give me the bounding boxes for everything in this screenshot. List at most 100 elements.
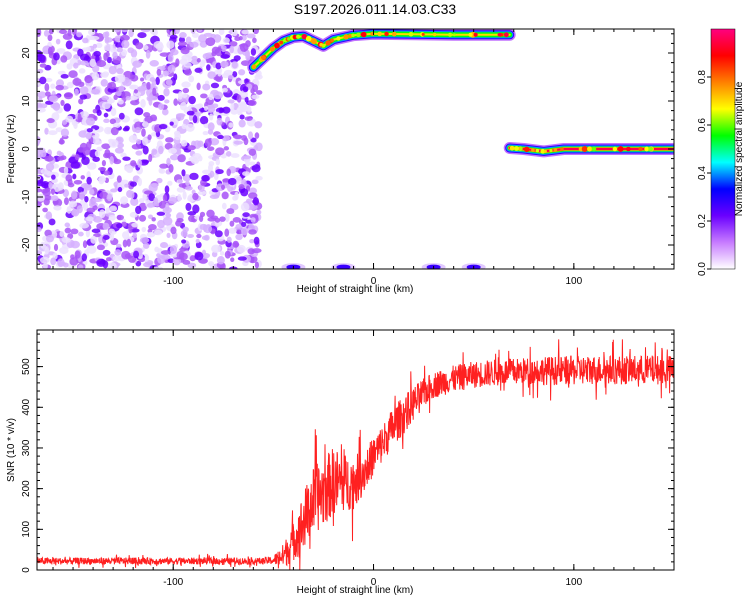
upper_arc-speckle (468, 32, 473, 37)
noise-blob (78, 68, 86, 74)
noise-blob (248, 192, 258, 199)
noise-blob (229, 45, 234, 54)
noise-blob (174, 132, 181, 141)
noise-blob (240, 188, 249, 197)
upper_arc-speckle (325, 40, 331, 46)
noise-blob (63, 92, 74, 100)
noise-blob (121, 29, 129, 33)
noise-blob (110, 107, 117, 117)
zero_line-speckle (553, 148, 558, 152)
noise-blob (207, 71, 216, 79)
noise-blob (168, 147, 178, 154)
noise-blob (165, 137, 174, 143)
noise-blob (188, 95, 196, 105)
noise-blob (200, 93, 208, 99)
noise-blob (53, 205, 62, 211)
noise-blob (255, 70, 262, 78)
heatmap-marks (37, 29, 674, 269)
noise-blob (204, 105, 209, 111)
noise-blob (222, 106, 231, 114)
noise-blob (148, 153, 153, 163)
noise-blob (142, 145, 149, 155)
noise-blob (143, 112, 151, 118)
noise-blob (96, 109, 102, 116)
noise-blob (177, 90, 183, 100)
noise-blob (143, 45, 149, 51)
noise-blob (165, 213, 172, 218)
noise-blob (160, 250, 171, 255)
noise-blob (139, 237, 150, 244)
noise-blob (37, 136, 41, 146)
upper_arc-speckle (348, 33, 353, 38)
noise-blob (103, 43, 114, 52)
noise-blob (91, 228, 101, 234)
upper_arc-speckle (448, 32, 453, 37)
noise-blob (221, 72, 230, 79)
noise-blob (247, 204, 258, 210)
noise-blob (231, 29, 238, 37)
upper_arc-speckle (311, 38, 317, 45)
noise-blob (142, 193, 148, 201)
noise-blob (117, 99, 124, 105)
noise-blob (165, 202, 170, 212)
noise-blob (51, 174, 56, 180)
noise-blob (129, 211, 138, 218)
upper_arc-speckle (473, 32, 478, 37)
noise-blob (108, 228, 116, 235)
noise-blob (192, 204, 200, 214)
y-tick-label: 100 (21, 521, 32, 538)
noise-blob (132, 232, 138, 239)
noise-blob (157, 94, 165, 101)
noise-blob (96, 244, 105, 251)
line-chart-frame (36, 329, 675, 571)
noise-blob (116, 175, 122, 183)
line-x-axis-title: Height of straight line (km) (297, 585, 414, 596)
noise-blob (63, 166, 69, 175)
noise-blob (159, 163, 169, 169)
noise-blob (85, 117, 96, 126)
noise-blob (201, 249, 207, 256)
noise-blob (138, 198, 145, 204)
noise-blob (105, 257, 112, 262)
noise-blob (88, 29, 96, 36)
colorbar-title: Normalized spectral amplitude (734, 81, 745, 216)
noise-blob (161, 108, 169, 116)
noise-blob (37, 150, 44, 159)
noise-blob (122, 156, 131, 161)
noise-blob (142, 121, 149, 128)
noise-blob (46, 118, 55, 124)
noise-blob (163, 70, 170, 77)
noise-blob (44, 127, 49, 135)
noise-blob (201, 174, 210, 182)
upper_arc-speckle (336, 36, 341, 41)
noise-blob (197, 190, 207, 195)
noise-blob (86, 128, 93, 133)
zero_line-ridge (508, 147, 674, 153)
y-tick-label: 300 (21, 439, 32, 456)
noise-blob (256, 209, 262, 215)
noise-blob (228, 122, 234, 128)
page-title: S197.2026.011.14.03.C33 (293, 1, 457, 17)
noise-blob (230, 257, 235, 263)
noise-blob (181, 93, 188, 99)
upper_arc-speckle (251, 64, 257, 70)
noise-blob (78, 231, 84, 237)
noise-blob (135, 150, 143, 156)
noise-blob (241, 34, 247, 41)
noise-blob (175, 147, 182, 155)
line-y-axis-title: SNR (10 * v/v) (6, 418, 17, 482)
noise-blob (247, 248, 255, 255)
noise-blob (226, 208, 235, 215)
noise-blob (37, 68, 44, 74)
noise-blob (93, 50, 101, 57)
noise-blob (134, 107, 144, 116)
zero_line-speckle (591, 146, 597, 152)
noise-blob (181, 169, 186, 177)
noise-blob (232, 195, 238, 201)
noise-blob (179, 32, 187, 39)
noise-blob (91, 72, 100, 81)
noise-blob (227, 75, 234, 80)
noise-blob (73, 122, 78, 130)
x-tick-label: 0 (371, 276, 377, 287)
